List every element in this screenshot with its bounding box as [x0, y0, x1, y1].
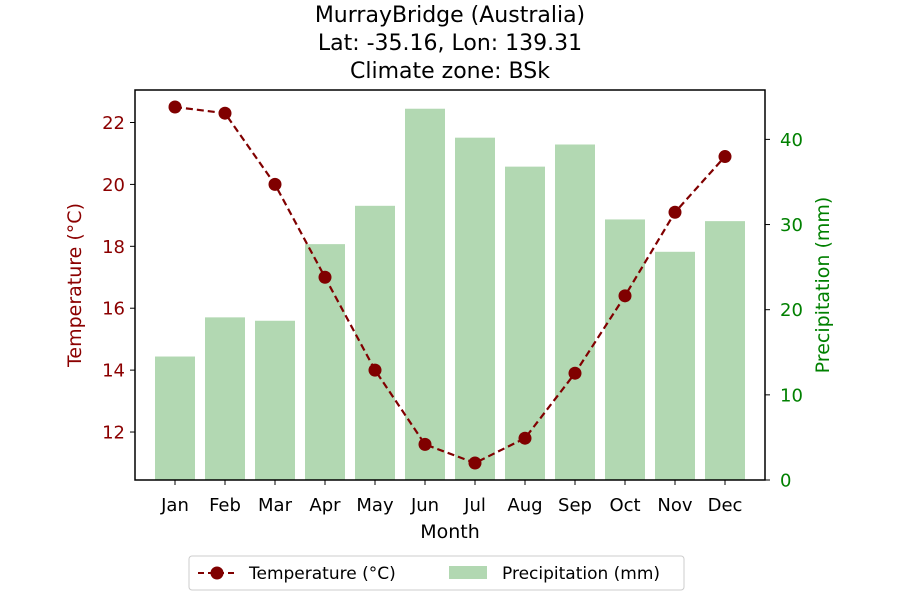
x-axis-ticks: Jan Feb Mar Apr May Jun Jul Aug Sep Oct Nov Dec: [160, 480, 742, 516]
y-left-tick-label: 22: [102, 113, 125, 134]
legend-temperature-marker: [210, 566, 224, 580]
legend-frame: [188, 555, 685, 591]
chart-title-line-2: Lat: -35.16, Lon: 139.31: [318, 31, 582, 56]
legend-precipitation-label: Precipitation (mm): [502, 564, 660, 584]
temperature-point-jun: [418, 437, 432, 451]
chart-title: MurrayBridge (Australia) Lat: -35.16, Lo…: [315, 3, 585, 84]
y-left-tick-label: 12: [102, 423, 125, 444]
y-left-tick-label: 20: [102, 175, 125, 196]
x-tick-label: Mar: [258, 495, 293, 516]
y-axis-left-ticks: 12 14 16 18 20 22: [102, 113, 135, 444]
legend-temperature-label: Temperature (°C): [248, 564, 396, 584]
precipitation-bar-jul: [455, 137, 495, 480]
temperature-point-mar: [268, 177, 282, 191]
x-tick-label: Feb: [209, 495, 241, 516]
temperature-series: [168, 100, 732, 470]
x-tick-label: Jan: [160, 495, 189, 516]
legend-precipitation-swatch: [449, 566, 487, 579]
temperature-point-oct: [618, 289, 632, 303]
x-tick-label: Dec: [708, 495, 743, 516]
y-right-tick-label: 30: [780, 215, 803, 236]
x-tick-label: Sep: [558, 495, 592, 516]
y-left-tick-label: 14: [102, 361, 125, 382]
temperature-point-dec: [718, 150, 732, 164]
precipitation-bar-dec: [705, 221, 745, 480]
y-right-tick-label: 40: [780, 130, 803, 151]
temperature-point-feb: [218, 106, 232, 120]
precipitation-bar-feb: [205, 317, 245, 480]
temperature-point-may: [368, 363, 382, 377]
chart-title-line-3: Climate zone: BSk: [350, 59, 550, 84]
x-tick-label: Jul: [463, 495, 486, 516]
temperature-point-aug: [518, 431, 532, 445]
y-left-tick-label: 18: [102, 237, 125, 258]
precipitation-bar-nov: [655, 251, 695, 480]
x-tick-label: Oct: [609, 495, 640, 516]
y-axis-right-label: Precipitation (mm): [812, 197, 834, 374]
y-axis-right-ticks: 0 10 20 30 40: [765, 130, 803, 492]
temperature-point-jul: [468, 456, 482, 470]
temperature-line: [174, 105, 726, 465]
precipitation-bar-jun: [405, 108, 445, 480]
temperature-point-jan: [168, 100, 182, 114]
precipitation-bars: [155, 108, 745, 481]
legend: Temperature (°C) Precipitation (mm): [188, 555, 685, 591]
precipitation-bar-aug: [505, 166, 545, 480]
x-tick-label: Apr: [309, 495, 341, 516]
temperature-point-sep: [568, 366, 582, 380]
x-tick-label: Jun: [410, 495, 439, 516]
x-tick-label: May: [356, 495, 394, 516]
y-right-tick-label: 10: [780, 385, 803, 406]
y-axis-left-label: Temperature (°C): [64, 203, 86, 368]
x-tick-label: Aug: [507, 495, 542, 516]
temperature-point-apr: [318, 270, 332, 284]
precipitation-bar-sep: [555, 144, 595, 481]
precipitation-bar-mar: [255, 320, 295, 480]
precipitation-bar-oct: [605, 219, 645, 480]
precipitation-bar-may: [355, 205, 395, 480]
y-right-tick-label: 0: [780, 471, 791, 492]
plot-frame: [134, 89, 766, 481]
x-tick-label: Nov: [657, 495, 692, 516]
y-left-tick-label: 16: [102, 299, 125, 320]
temperature-point-nov: [668, 205, 682, 219]
x-axis-label: Month: [420, 521, 480, 543]
y-right-tick-label: 20: [780, 300, 803, 321]
precipitation-bar-jan: [155, 356, 195, 480]
chart-title-line-1: MurrayBridge (Australia): [315, 3, 585, 28]
